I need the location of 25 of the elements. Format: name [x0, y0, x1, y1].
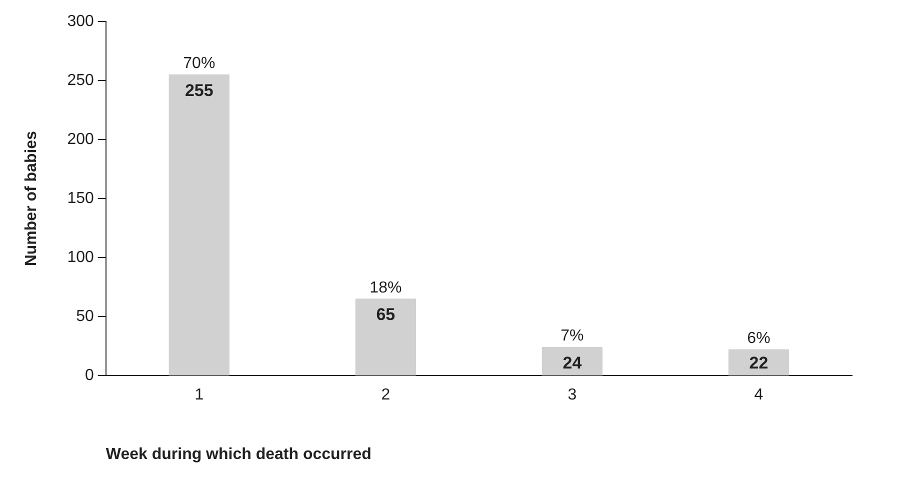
bar: [542, 346, 603, 376]
y-tick-label: 0: [84, 367, 94, 384]
y-tick-label: 50: [76, 308, 94, 326]
annotation: 18%: [370, 279, 402, 296]
y-tick-label: 250: [67, 72, 94, 90]
y-tick-label: 300: [67, 13, 94, 30]
x-tick-label: 2: [381, 386, 390, 404]
annotation: 7%: [560, 328, 584, 345]
x-tick-label: 4: [754, 386, 764, 404]
y-axis-title: Number of babies: [23, 130, 40, 266]
y-tick-label: 150: [67, 190, 94, 208]
data-label: 24: [562, 353, 582, 372]
y-tick-label: 100: [67, 249, 94, 266]
x-tick-label: 1: [194, 386, 204, 404]
y-tick-label: 200: [67, 131, 94, 148]
x-axis-title: Week during which death occurred: [106, 446, 372, 463]
bar: [355, 298, 416, 376]
data-label: 65: [376, 305, 396, 324]
annotation: 6%: [747, 330, 770, 348]
x-tick-label: 3: [568, 386, 577, 404]
bar: [168, 74, 230, 376]
data-label: 22: [749, 353, 768, 372]
bar: [728, 349, 790, 376]
annotation: 70%: [183, 55, 216, 72]
data-label: 255: [184, 80, 214, 100]
